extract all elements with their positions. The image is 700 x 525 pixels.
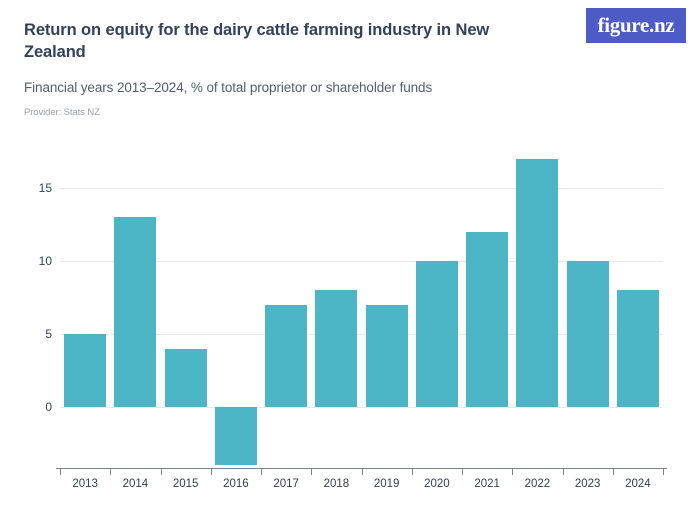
bar-2019[interactable] <box>365 304 408 407</box>
bar-2023[interactable] <box>566 261 609 407</box>
x-axis-tick-label-2015: 2015 <box>172 478 199 490</box>
gridline-15 <box>60 188 663 189</box>
bar-2016[interactable] <box>214 407 257 466</box>
x-axis-tick <box>261 469 262 475</box>
x-axis-tick <box>663 469 664 475</box>
x-axis-tick <box>612 469 614 475</box>
x-axis-tick <box>60 469 61 475</box>
x-axis-tick <box>411 469 413 475</box>
bar-2014[interactable] <box>114 217 157 407</box>
x-axis-tick <box>311 469 313 475</box>
bar-2018[interactable] <box>315 290 358 407</box>
x-axis-tick-label-2019: 2019 <box>373 478 400 490</box>
x-axis-tick <box>361 469 363 475</box>
x-axis-tick-label-2020: 2020 <box>424 478 450 490</box>
x-axis-tick <box>462 469 463 475</box>
bar-2024[interactable] <box>616 290 659 407</box>
bar-2017[interactable] <box>265 304 308 407</box>
figure-nz-logo[interactable]: figure.nz <box>586 8 686 43</box>
page-title: Return on equity for the dairy cattle fa… <box>24 21 490 62</box>
x-axis-tick <box>110 469 112 475</box>
figure-nz-logo-text: figure.nz <box>597 13 675 37</box>
x-axis-tick-label-2022: 2022 <box>524 478 551 490</box>
gridline-0 <box>60 407 663 408</box>
x-axis-tick-label-2017: 2017 <box>273 478 299 490</box>
x-axis-tick-label-2018: 2018 <box>323 478 350 490</box>
gridline-5 <box>60 334 663 335</box>
chart-header: figure.nz Return on equity for the dairy… <box>0 0 700 130</box>
x-axis-tick-label-2023: 2023 <box>574 478 601 490</box>
chart-provider-label: Provider: Stats NZ <box>24 107 100 118</box>
chart-subtitle: Financial years 2013–2024, % of total pr… <box>24 80 433 95</box>
x-axis-tick <box>160 469 162 475</box>
bar-2020[interactable] <box>415 261 458 407</box>
x-axis-tick <box>562 469 564 475</box>
bar-2022[interactable] <box>516 158 559 407</box>
x-axis-tick-label-2014: 2014 <box>122 478 149 490</box>
y-axis-tick-label: 15 <box>38 181 52 195</box>
x-axis-tick-label-2016: 2016 <box>223 478 249 490</box>
y-axis-tick-label: 5 <box>45 327 52 341</box>
y-axis-tick-label: 10 <box>38 254 52 268</box>
x-axis-tick <box>210 469 212 475</box>
x-axis-tick-label-2021: 2021 <box>474 478 500 490</box>
x-axis-tick <box>512 469 514 475</box>
x-axis-tick-label-2024: 2024 <box>625 478 651 490</box>
gridline-10 <box>60 261 663 262</box>
bar-2021[interactable] <box>466 231 509 407</box>
y-axis-tick-label: 0 <box>45 400 52 414</box>
x-axis-line <box>56 468 667 469</box>
bar-2013[interactable] <box>64 334 107 407</box>
bar-2015[interactable] <box>164 348 207 407</box>
x-axis-tick-label-2013: 2013 <box>72 478 98 490</box>
